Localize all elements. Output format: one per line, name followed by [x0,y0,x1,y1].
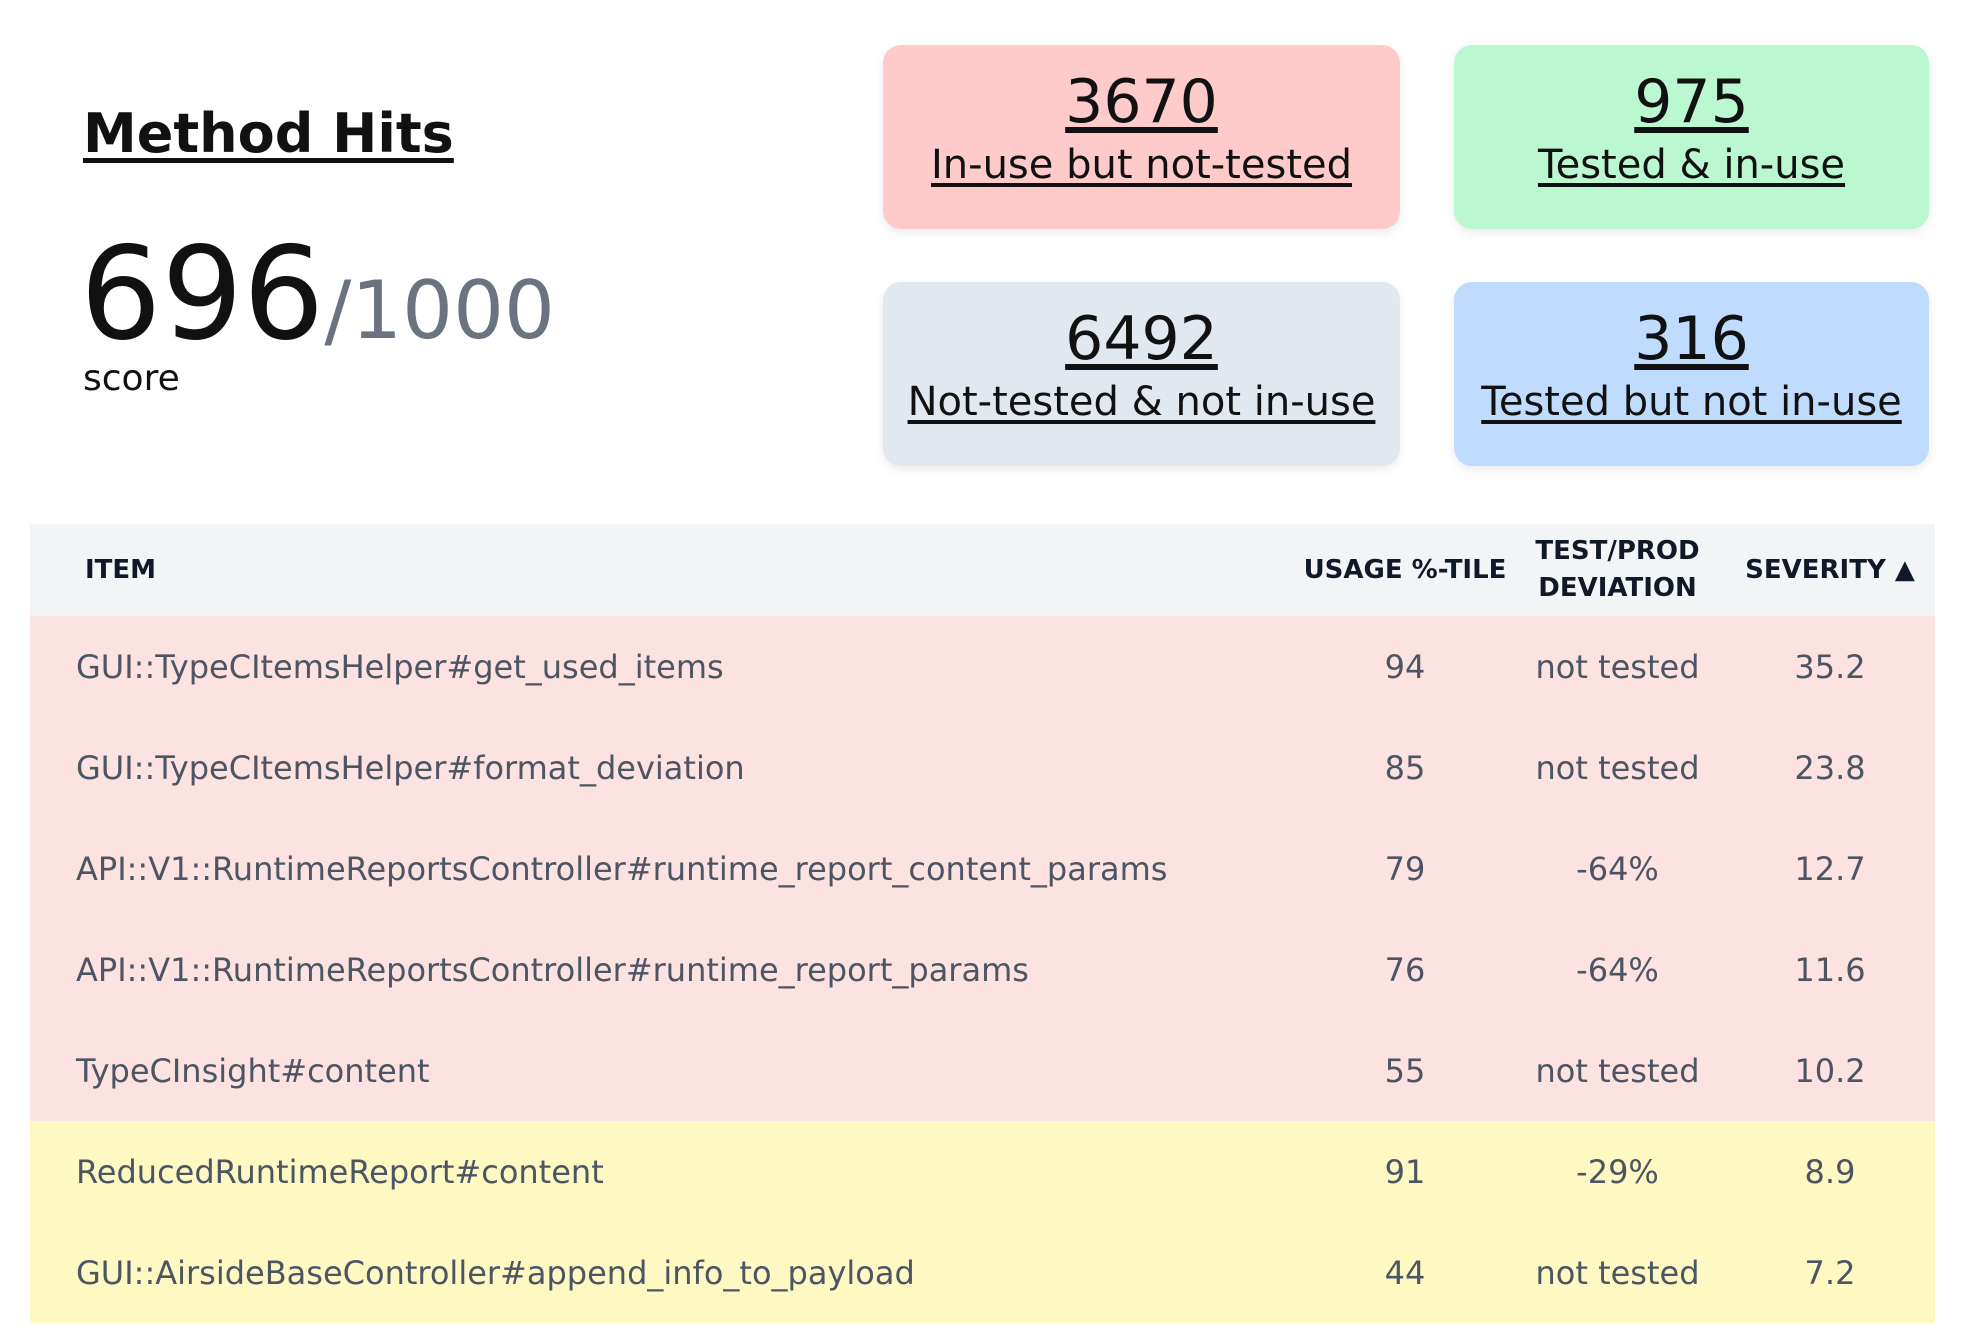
table-cell: 91 [1300,1121,1510,1222]
table-cell: 7.2 [1725,1222,1935,1323]
column-header[interactable]: SEVERITY ▲ [1725,524,1935,616]
table-cell: 12.7 [1725,818,1935,919]
card-label: Not-tested & not in-use [907,379,1376,425]
table-row[interactable]: ReducedRuntimeReport#content 91 -29% 8.9 [30,1121,1935,1222]
card-value: 316 [1634,304,1749,374]
card-value: 975 [1634,67,1749,137]
summary-card[interactable]: 316 Tested but not in-use [1454,282,1929,466]
table-row[interactable]: API::V1::RuntimeReportsController#runtim… [30,818,1935,919]
table-cell: 44 [1300,1222,1510,1323]
table-row[interactable]: TypeCInsight#content 55 not tested 10.2 [30,1020,1935,1121]
summary-card[interactable]: 3670 In-use but not-tested [883,45,1400,229]
table-cell: 8.9 [1725,1121,1935,1222]
table-cell: 23.8 [1725,717,1935,818]
table-cell: API::V1::RuntimeReportsController#runtim… [30,818,1300,919]
table-cell: 55 [1300,1020,1510,1121]
table-cell: -64% [1510,919,1725,1020]
card-label: Tested but not in-use [1481,379,1902,425]
table-cell: ReducedRuntimeReport#content [30,1121,1300,1222]
table-cell: -64% [1510,818,1725,919]
summary-card[interactable]: 6492 Not-tested & not in-use [883,282,1400,466]
column-header: ITEM [30,524,1300,616]
table-cell: 76 [1300,919,1510,1020]
table-header: ITEM USAGE %-TILE TEST/PROD DEVIATION SEVER… [30,524,1935,616]
table-row[interactable]: GUI::AirsideBaseController#append_info_t… [30,1222,1935,1323]
score-value: 696 [80,220,325,369]
table-row[interactable]: GUI::TypeCItemsHelper#get_used_items 94 no… [30,616,1935,717]
table-cell: not tested [1510,717,1725,818]
title: Method Hits [83,102,454,165]
summary-card[interactable]: 975 Tested & in-use [1454,45,1929,229]
column-header: USAGE %-TILE [1300,524,1510,616]
table-cell: TypeCInsight#content [30,1020,1300,1121]
table-cell: not tested [1510,1222,1725,1323]
column-header: TEST/PROD DEVIATION [1510,524,1725,616]
table-cell: GUI::TypeCItemsHelper#get_used_items [30,616,1300,717]
table-row[interactable]: GUI::TypeCItemsHelper#format_deviation 85… [30,717,1935,818]
table-cell: not tested [1510,616,1725,717]
card-value: 3670 [1065,67,1218,137]
table-cell: 85 [1300,717,1510,818]
table-cell: 10.2 [1725,1020,1935,1121]
card-label: In-use but not-tested [931,142,1352,188]
card-label: Tested & in-use [1537,142,1846,188]
table-cell: not tested [1510,1020,1725,1121]
score-max: /1000 [324,264,555,357]
table-row[interactable]: API::V1::RuntimeReportsController#runtim… [30,919,1935,1020]
table-cell: GUI::AirsideBaseController#append_info_t… [30,1222,1300,1323]
table-cell: API::V1::RuntimeReportsController#runtim… [30,919,1300,1020]
score: 696/1000 [80,220,555,369]
table-cell: 35.2 [1725,616,1935,717]
table-cell: -29% [1510,1121,1725,1222]
table-cell: 79 [1300,818,1510,919]
table-cell: GUI::TypeCItemsHelper#format_deviation [30,717,1300,818]
table: ITEM USAGE %-TILE TEST/PROD DEVIATION SEVER… [30,524,1935,1323]
table-cell: 94 [1300,616,1510,717]
card-value: 6492 [1065,304,1218,374]
score-label: score [83,358,180,399]
table-body: GUI::TypeCItemsHelper#get_used_items 94 no… [30,616,1935,1323]
table-cell: 11.6 [1725,919,1935,1020]
